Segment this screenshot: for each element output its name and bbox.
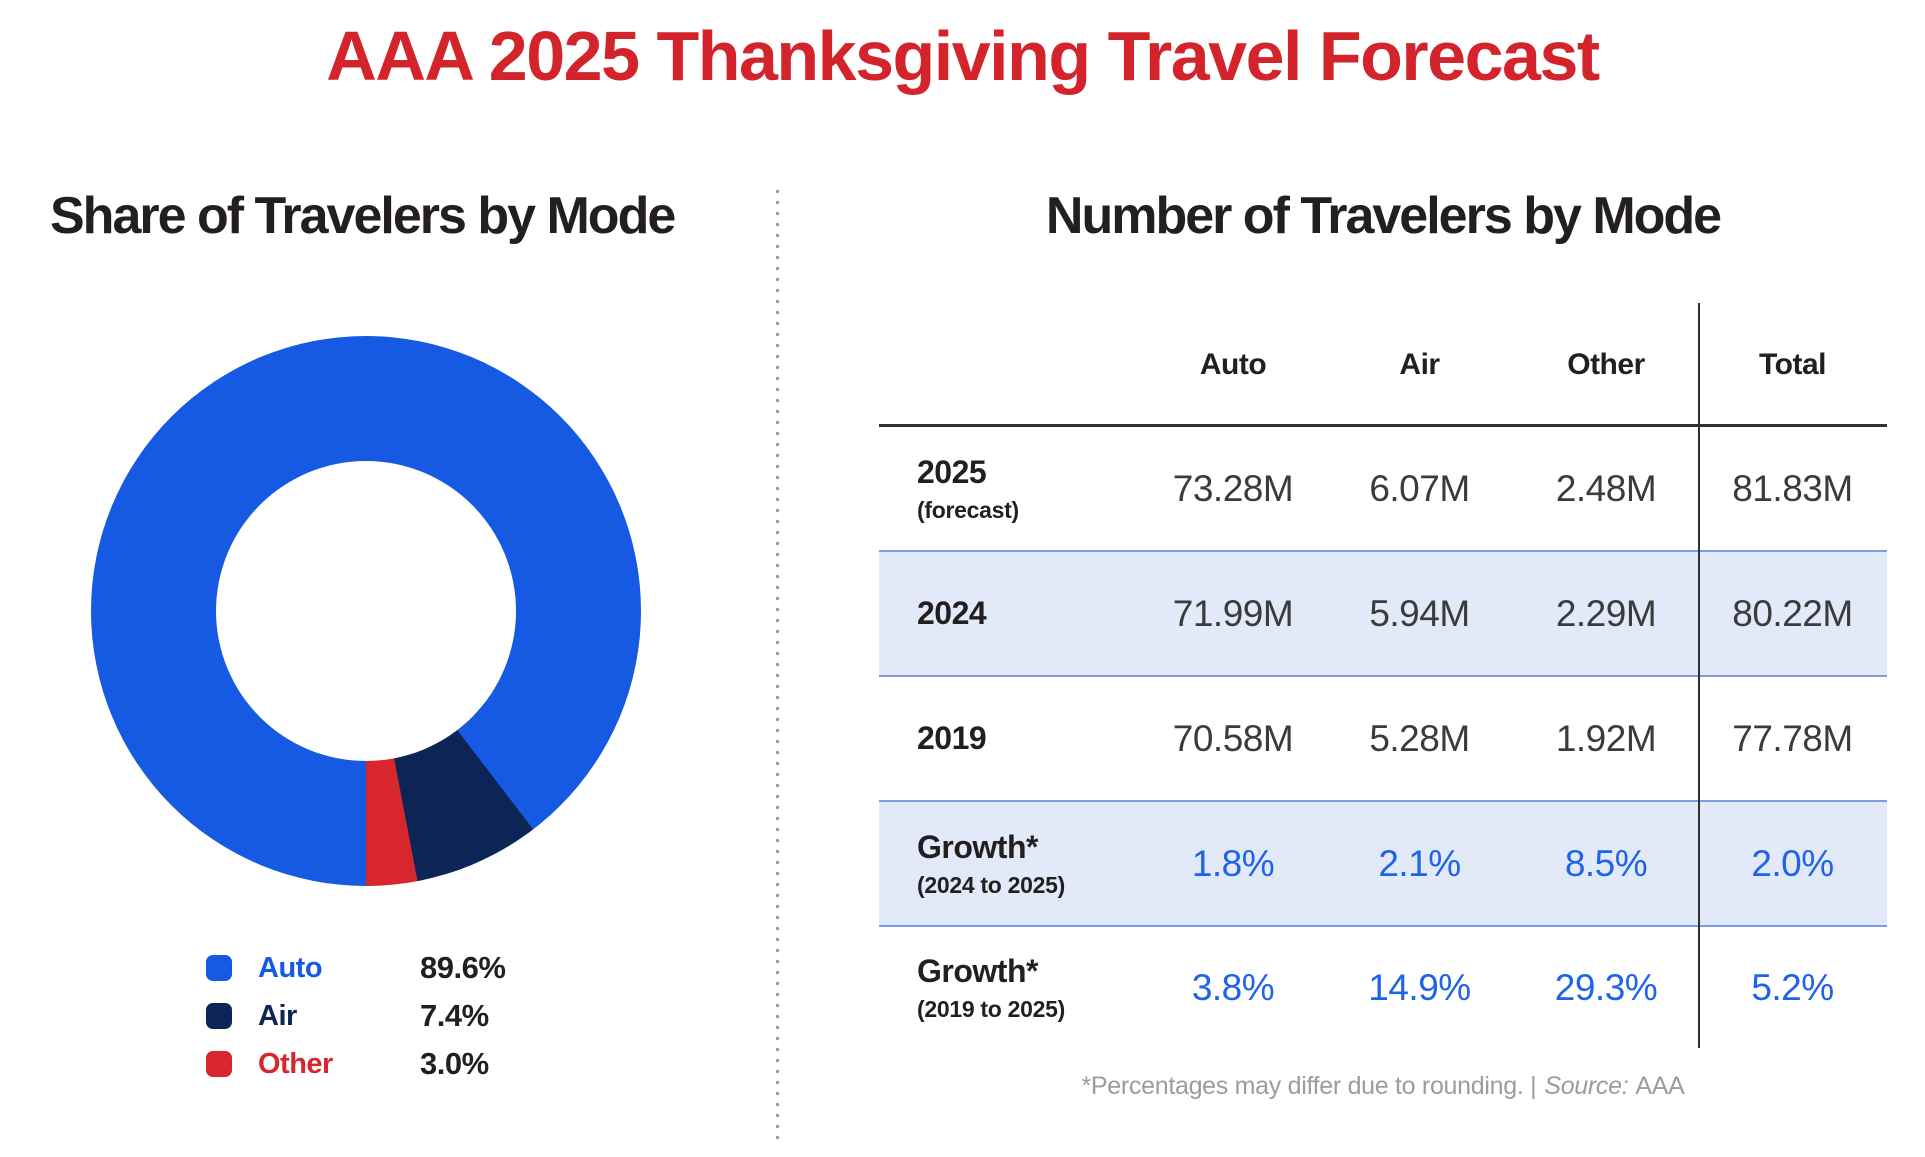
- donut-hole: [216, 461, 516, 761]
- page-title: AAA 2025 Thanksgiving Travel Forecast: [326, 17, 1600, 95]
- legend-value-air: 7.4%: [420, 998, 489, 1033]
- column-header-auto: Auto: [1199, 347, 1267, 381]
- row-label: Growth*: [917, 828, 1038, 865]
- cell-2019-air: 5.28M: [1369, 717, 1470, 759]
- travel-table: Auto Air Other Total 2025 (forecast) 73.…: [879, 303, 1887, 1101]
- cell-2019-auto: 70.58M: [1172, 717, 1294, 759]
- row-label: 2024: [917, 595, 987, 631]
- total-separator-line: [1698, 303, 1700, 1048]
- air-swatch-icon: [206, 1003, 232, 1029]
- legend-label-auto: Auto: [258, 951, 323, 984]
- legend-row-other: Other 3.0%: [206, 1040, 505, 1088]
- share-panel-title: Share of Travelers by Mode: [50, 187, 676, 245]
- table-panel-title: Number of Travelers by Mode: [1045, 187, 1722, 245]
- table-row-2025: 2025 (forecast) 73.28M 6.07M 2.48M 81.83…: [879, 427, 1887, 550]
- auto-swatch-icon: [206, 955, 232, 981]
- cell-2025-auto: 73.28M: [1172, 467, 1294, 509]
- legend-row-air: Air 7.4%: [206, 992, 505, 1040]
- cell-2024-total: 80.22M: [1732, 592, 1853, 634]
- cell-2019-other: 1.92M: [1555, 717, 1657, 759]
- cell-growth1-total: 2.0%: [1751, 842, 1834, 884]
- cell-growth2-other: 29.3%: [1554, 966, 1658, 1008]
- legend-label-air: Air: [258, 999, 297, 1032]
- row-sublabel: (2024 to 2025): [917, 871, 1065, 898]
- table-row-2019: 2019 70.58M 5.28M 1.92M 77.78M: [879, 677, 1887, 800]
- table-row-growth-2024-2025: Growth* (2024 to 2025) 1.8% 2.1% 8.5% 2.…: [879, 800, 1887, 927]
- cell-growth1-auto: 1.8%: [1191, 842, 1275, 884]
- cell-2024-auto: 71.99M: [1172, 592, 1294, 634]
- footnote-text: *Percentages may differ due to rounding.…: [1081, 1072, 1537, 1100]
- cell-2025-other: 2.48M: [1555, 467, 1657, 509]
- cell-2019-total: 77.78M: [1732, 717, 1853, 759]
- cell-2024-other: 2.29M: [1555, 592, 1657, 634]
- cell-growth1-air: 2.1%: [1378, 842, 1461, 884]
- table-row-2024: 2024 71.99M 5.94M 2.29M 80.22M: [879, 550, 1887, 677]
- cell-2025-air: 6.07M: [1369, 467, 1470, 509]
- row-sublabel: (forecast): [917, 496, 1019, 523]
- cell-growth2-auto: 3.8%: [1191, 966, 1275, 1008]
- footnote-source-label: Source:: [1544, 1072, 1629, 1100]
- panel-divider: [772, 186, 783, 1140]
- footnote: *Percentages may differ due to rounding.…: [879, 1072, 1887, 1101]
- row-label: 2025: [917, 453, 987, 490]
- legend-value-auto: 89.6%: [420, 950, 506, 985]
- column-header-air: Air: [1399, 347, 1440, 381]
- cell-growth2-air: 14.9%: [1368, 966, 1471, 1008]
- table-row-growth-2019-2025: Growth* (2019 to 2025) 3.8% 14.9% 29.3% …: [879, 927, 1887, 1048]
- donut-legend: Auto 89.6% Air 7.4% Other 3.0%: [206, 944, 506, 1088]
- footnote-source-value: AAA: [1635, 1072, 1685, 1100]
- row-label: Growth*: [917, 952, 1038, 989]
- column-header-total: Total: [1759, 347, 1826, 381]
- legend-label-other: Other: [258, 1047, 333, 1080]
- donut-chart: [91, 336, 641, 886]
- row-label: 2019: [917, 720, 987, 756]
- other-swatch-icon: [206, 1051, 232, 1077]
- legend-value-other: 3.0%: [420, 1046, 489, 1081]
- row-sublabel: (2019 to 2025): [917, 995, 1065, 1022]
- cell-2024-air: 5.94M: [1369, 592, 1470, 634]
- table-header-row: Auto Air Other Total: [879, 305, 1887, 427]
- cell-2025-total: 81.83M: [1732, 467, 1853, 509]
- cell-growth1-other: 8.5%: [1564, 842, 1648, 884]
- cell-growth2-total: 5.2%: [1751, 966, 1834, 1008]
- legend-row-auto: Auto 89.6%: [206, 944, 506, 992]
- column-header-other: Other: [1567, 347, 1645, 381]
